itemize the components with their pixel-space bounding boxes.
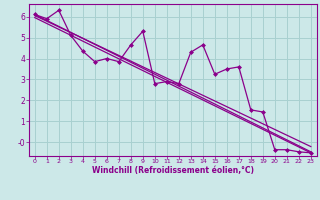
X-axis label: Windchill (Refroidissement éolien,°C): Windchill (Refroidissement éolien,°C): [92, 166, 254, 175]
